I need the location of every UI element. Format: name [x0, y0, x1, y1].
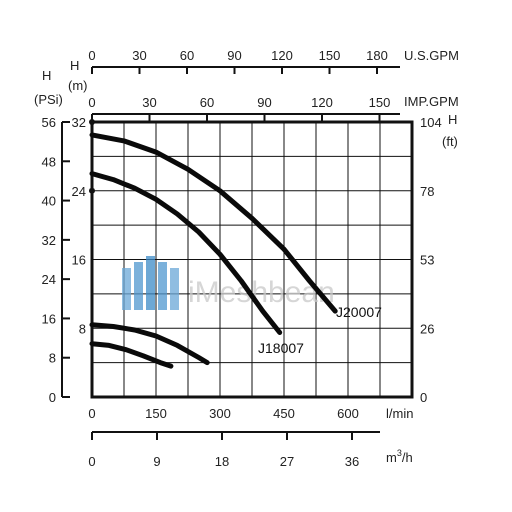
series-label-j18007: J18007 — [258, 340, 304, 356]
usgpm-tick-label: 120 — [271, 48, 293, 63]
usgpm-tick-label: 150 — [319, 48, 341, 63]
ft-tick-label: 104 — [420, 115, 442, 130]
usgpm-tick-label: 90 — [227, 48, 241, 63]
lmin-tick-label: 600 — [337, 406, 359, 421]
impgpm-tick-label: 60 — [200, 95, 214, 110]
ft-tick-label: 78 — [420, 184, 434, 199]
usgpm-tick-label: 0 — [88, 48, 95, 63]
series-line-4 — [89, 341, 174, 369]
series-line-1 — [89, 132, 338, 314]
ft-tick-label: 0 — [420, 390, 427, 405]
m-tick-label: 32 — [72, 115, 86, 130]
watermark-logo-icon — [122, 256, 179, 310]
psi-axis-title-top: H — [42, 68, 51, 83]
usgpm-tick-label: 60 — [180, 48, 194, 63]
axis-dot — [89, 187, 95, 194]
usgpm-axis-title: U.S.GPM — [404, 48, 459, 63]
psi-axis-title-bottom: (PSi) — [34, 92, 63, 107]
psi-tick-label: 0 — [49, 390, 56, 405]
ft-axis-title-top: H — [448, 112, 457, 127]
m3h-tick-label: 0 — [88, 454, 95, 469]
usgpm-tick-label: 30 — [132, 48, 146, 63]
impgpm-tick-label: 150 — [369, 95, 391, 110]
usgpm-tick-label: 180 — [366, 48, 388, 63]
impgpm-tick-label: 120 — [311, 95, 333, 110]
impgpm-tick-label: 0 — [88, 95, 95, 110]
m3h-tick-label: 9 — [153, 454, 160, 469]
m3h-tick-label: 36 — [345, 454, 359, 469]
psi-tick-label: 48 — [42, 154, 56, 169]
lmin-tick-label: 0 — [88, 406, 95, 421]
lmin-tick-label: 450 — [273, 406, 295, 421]
watermark: iMeshbean — [122, 256, 335, 310]
m-tick-label: 24 — [72, 184, 86, 199]
m-axis-title-top: H — [70, 58, 79, 73]
m3h-axis-title: m3/h — [386, 448, 413, 465]
lmin-axis-title: l/min — [386, 406, 413, 421]
m-axis-title-bottom: (m) — [68, 78, 88, 93]
psi-tick-label: 16 — [42, 311, 56, 326]
ft-tick-label: 53 — [420, 253, 434, 268]
impgpm-axis-title: IMP.GPM — [404, 94, 459, 109]
psi-tick-label: 56 — [42, 115, 56, 130]
psi-tick-label: 8 — [49, 351, 56, 366]
series-label-j20007: J20007 — [336, 304, 382, 320]
lmin-tick-label: 300 — [209, 406, 231, 421]
m-tick-label: 8 — [79, 321, 86, 336]
impgpm-tick-label: 90 — [257, 95, 271, 110]
ft-axis-title-bottom: (ft) — [442, 134, 458, 149]
lmin-tick-label: 150 — [145, 406, 167, 421]
m3h-tick-label: 27 — [280, 454, 294, 469]
series-line-2 — [89, 171, 283, 335]
plot-frame — [90, 120, 414, 399]
impgpm-tick-label: 30 — [142, 95, 156, 110]
m-tick-label: 16 — [72, 253, 86, 268]
m3h-tick-label: 18 — [215, 454, 229, 469]
axis-origin-dot — [89, 119, 95, 125]
psi-tick-label: 32 — [42, 233, 56, 248]
psi-tick-label: 40 — [42, 194, 56, 209]
psi-tick-label: 24 — [42, 272, 56, 287]
ft-tick-label: 26 — [420, 321, 434, 336]
series-line-3 — [89, 322, 210, 366]
